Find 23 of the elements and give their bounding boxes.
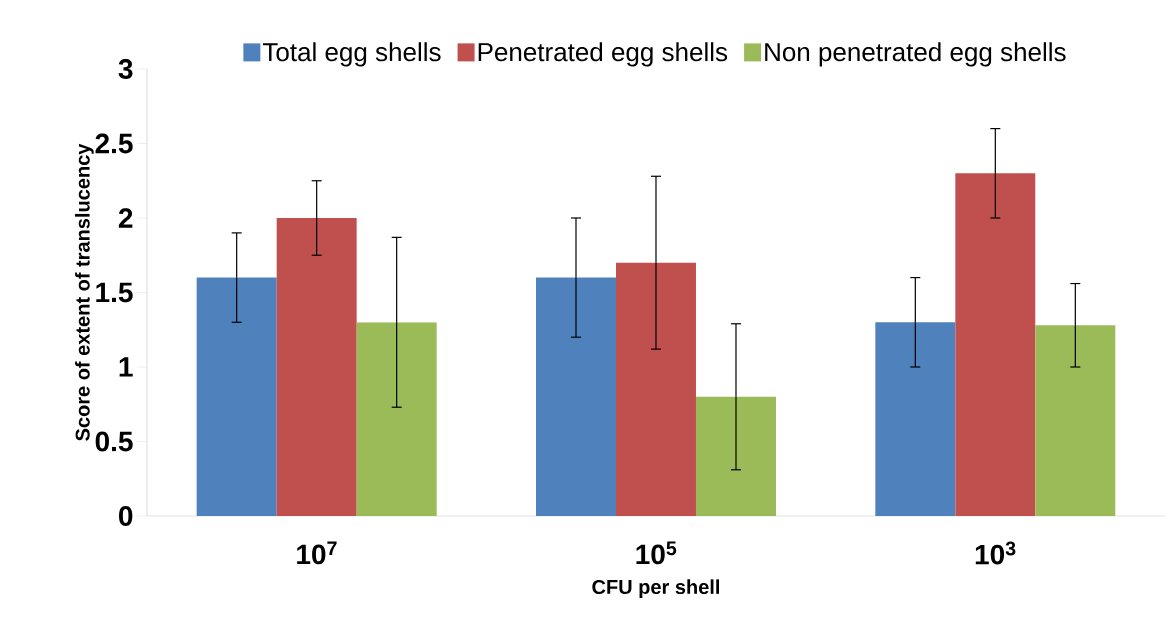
legend-label: Non penetrated egg shells bbox=[765, 42, 1066, 67]
y-tick-label: 2.5 bbox=[95, 133, 133, 154]
bar bbox=[356, 322, 437, 516]
bar bbox=[615, 262, 696, 516]
bar bbox=[196, 277, 277, 516]
y-tick-label: 1.5 bbox=[96, 282, 133, 303]
y-tick-label: 1 bbox=[119, 357, 133, 377]
y-tick-label: 2 bbox=[118, 208, 133, 228]
y-tick-label: 0.5 bbox=[95, 431, 133, 452]
x-tick-label: 10$^{3}$ bbox=[975, 541, 1016, 565]
bar bbox=[875, 322, 956, 516]
legend-label: Total egg shells bbox=[262, 42, 441, 67]
legend-label: Penetrated egg shells bbox=[478, 42, 728, 67]
y-tick-label: 0 bbox=[119, 506, 133, 526]
bar bbox=[536, 277, 616, 516]
bar bbox=[1035, 325, 1116, 516]
x-tick-label: 10$^{5}$ bbox=[636, 541, 677, 565]
y-tick-label: 3 bbox=[118, 59, 133, 79]
x-tick-label: 10$^{7}$ bbox=[297, 541, 337, 565]
bar bbox=[276, 217, 357, 516]
bar bbox=[955, 173, 1036, 516]
x-axis-title: CFU per shell bbox=[592, 579, 720, 599]
y-axis-title: Score of extent of translucency bbox=[75, 143, 94, 441]
